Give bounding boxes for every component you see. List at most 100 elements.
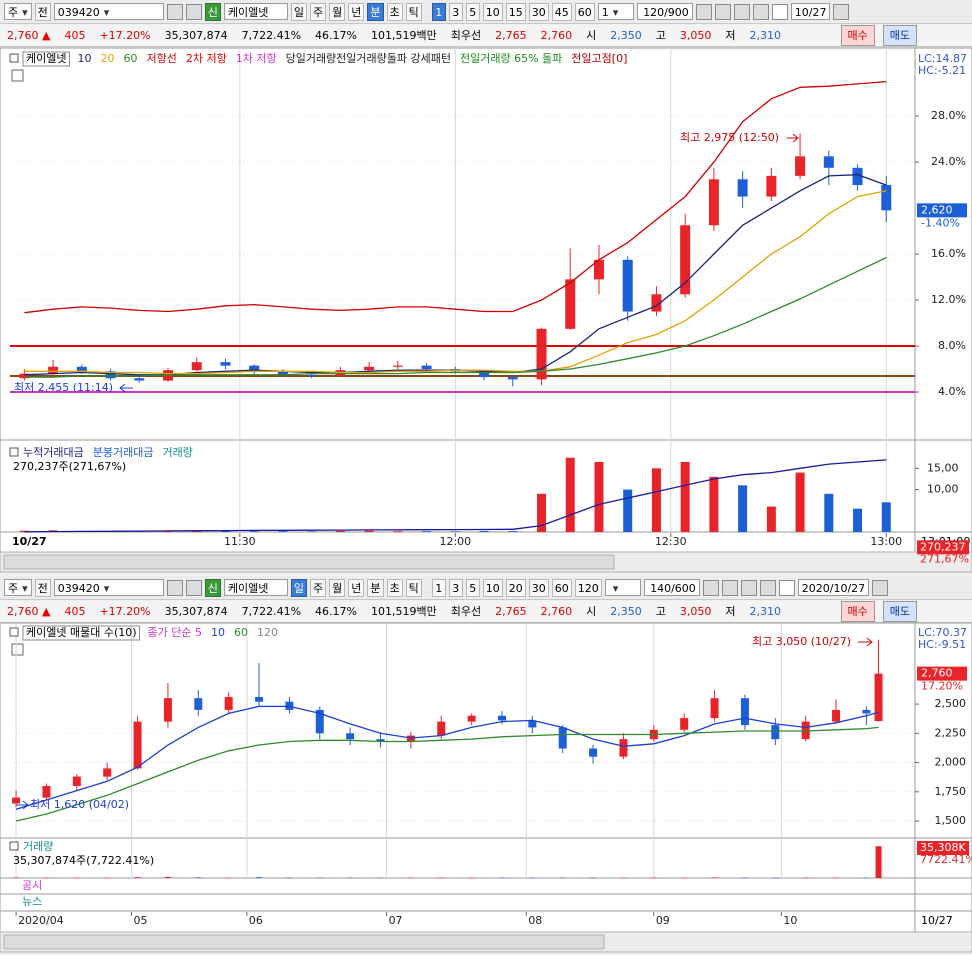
market-select[interactable]: 주 [4, 579, 32, 596]
interval-button[interactable]: 1 [431, 578, 446, 597]
volume-bar [347, 877, 354, 879]
search-icon[interactable] [166, 579, 183, 596]
volume-bar [853, 508, 863, 532]
y-tick-label: 8.0% [938, 339, 966, 352]
info-field: +17.20% [99, 29, 151, 42]
date-input[interactable]: 10/27 [790, 3, 831, 20]
interval-button[interactable]: 3 [448, 2, 463, 21]
tool-icon[interactable] [740, 579, 757, 596]
count-input[interactable]: 1 [597, 3, 634, 20]
legend-icon [9, 841, 19, 851]
calendar-icon[interactable] [872, 579, 889, 596]
volume-bar [833, 877, 840, 879]
interval-button[interactable]: 60 [574, 2, 595, 21]
x-tick-label: 2020/04 [18, 914, 64, 927]
volume-bar [407, 877, 414, 879]
market-select[interactable]: 주 [4, 3, 32, 20]
volume-bar [479, 530, 489, 532]
period-button[interactable]: 분 [367, 578, 384, 597]
period-button[interactable]: 년 [348, 2, 365, 21]
candle-body [133, 721, 142, 769]
panel-icon[interactable] [11, 643, 24, 656]
interval-button[interactable]: 10 [482, 578, 503, 597]
count-input[interactable] [604, 579, 641, 596]
code-input[interactable]: 039420 [53, 579, 164, 596]
interval-button[interactable]: 1 [431, 2, 446, 21]
period-button[interactable]: 년 [348, 578, 365, 597]
period-button[interactable]: 분 [367, 2, 384, 21]
volume-bar [225, 877, 232, 879]
stock-name: 케이엘넷 [223, 579, 288, 596]
candle-body [376, 739, 385, 742]
tool-icon[interactable] [695, 3, 712, 20]
period-button[interactable]: 월 [329, 578, 346, 597]
interval-button[interactable]: 3 [448, 578, 463, 597]
interval-button[interactable]: 20 [505, 578, 526, 597]
sound-icon[interactable] [185, 3, 202, 20]
trade-button[interactable]: 매수 [840, 601, 875, 622]
tool-icon[interactable] [702, 579, 719, 596]
tool-icon[interactable] [721, 579, 738, 596]
tool-icon[interactable] [759, 579, 776, 596]
trade-button[interactable]: 매도 [882, 25, 917, 46]
period-button[interactable]: 틱 [405, 578, 422, 597]
checkbox[interactable] [771, 3, 788, 20]
interval-button[interactable]: 30 [528, 2, 549, 21]
volume-bar [766, 506, 776, 532]
period-button[interactable]: 틱 [405, 2, 422, 21]
chart-label-box [22, 51, 70, 67]
candle-body [134, 378, 145, 381]
interval-button[interactable]: 120 [574, 578, 602, 597]
candle-body [277, 371, 288, 375]
legend-entry: 누적거래대금 [23, 446, 84, 459]
scroll-track[interactable] [3, 934, 605, 950]
period-button[interactable]: 주 [310, 2, 327, 21]
interval-button[interactable]: 5 [465, 2, 480, 21]
date-input[interactable]: 2020/10/27 [797, 579, 870, 596]
prev-button[interactable]: 전 [34, 578, 51, 597]
candle-body [680, 718, 689, 730]
period-button[interactable]: 주 [310, 578, 327, 597]
period-button[interactable]: 초 [386, 578, 403, 597]
interval-button[interactable]: 30 [528, 578, 549, 597]
prev-button[interactable]: 전 [34, 2, 51, 21]
interval-button[interactable]: 15 [505, 2, 526, 21]
trade-button[interactable]: 매도 [882, 601, 917, 622]
interval-button[interactable]: 5 [465, 578, 480, 597]
sound-icon[interactable] [185, 579, 202, 596]
period-button[interactable]: 월 [329, 2, 346, 21]
panel-icon[interactable] [11, 69, 24, 82]
range-input[interactable]: 140/600 [643, 579, 700, 596]
volume-change-label: 7722.41% [920, 853, 972, 866]
range-input[interactable]: 120/900 [636, 3, 693, 20]
checkbox[interactable] [778, 579, 795, 596]
scroll-track[interactable] [3, 554, 615, 570]
tool-icon[interactable] [714, 3, 731, 20]
trade-button[interactable]: 매수 [840, 25, 875, 46]
info-field: 2,760 [540, 605, 573, 618]
candle-body [536, 328, 547, 380]
interval-button[interactable]: 45 [551, 2, 572, 21]
info-field: 2,765 [495, 29, 527, 42]
period-button[interactable]: 초 [386, 2, 403, 21]
interval-button[interactable]: 10 [482, 2, 503, 21]
info-field: 시 [586, 605, 597, 618]
candle-body [852, 167, 863, 186]
volume-box [917, 540, 969, 555]
code-input[interactable]: 039420 [53, 3, 164, 20]
period-button[interactable]: 일 [290, 578, 308, 597]
panel [0, 47, 972, 553]
y-tick-label: 15,00 [927, 461, 959, 474]
search-icon[interactable] [166, 3, 183, 20]
tool-icon[interactable] [733, 3, 750, 20]
tool-icon[interactable] [752, 3, 769, 20]
volume-bar [393, 531, 403, 532]
legend-entry: 전일고점[0] [571, 51, 627, 65]
period-button[interactable]: 일 [290, 2, 308, 21]
calendar-icon[interactable] [833, 3, 850, 20]
candle-body [103, 768, 112, 777]
y-tick-label: 2,500 [935, 697, 967, 710]
interval-button[interactable]: 60 [551, 578, 572, 597]
price-box [917, 203, 967, 218]
